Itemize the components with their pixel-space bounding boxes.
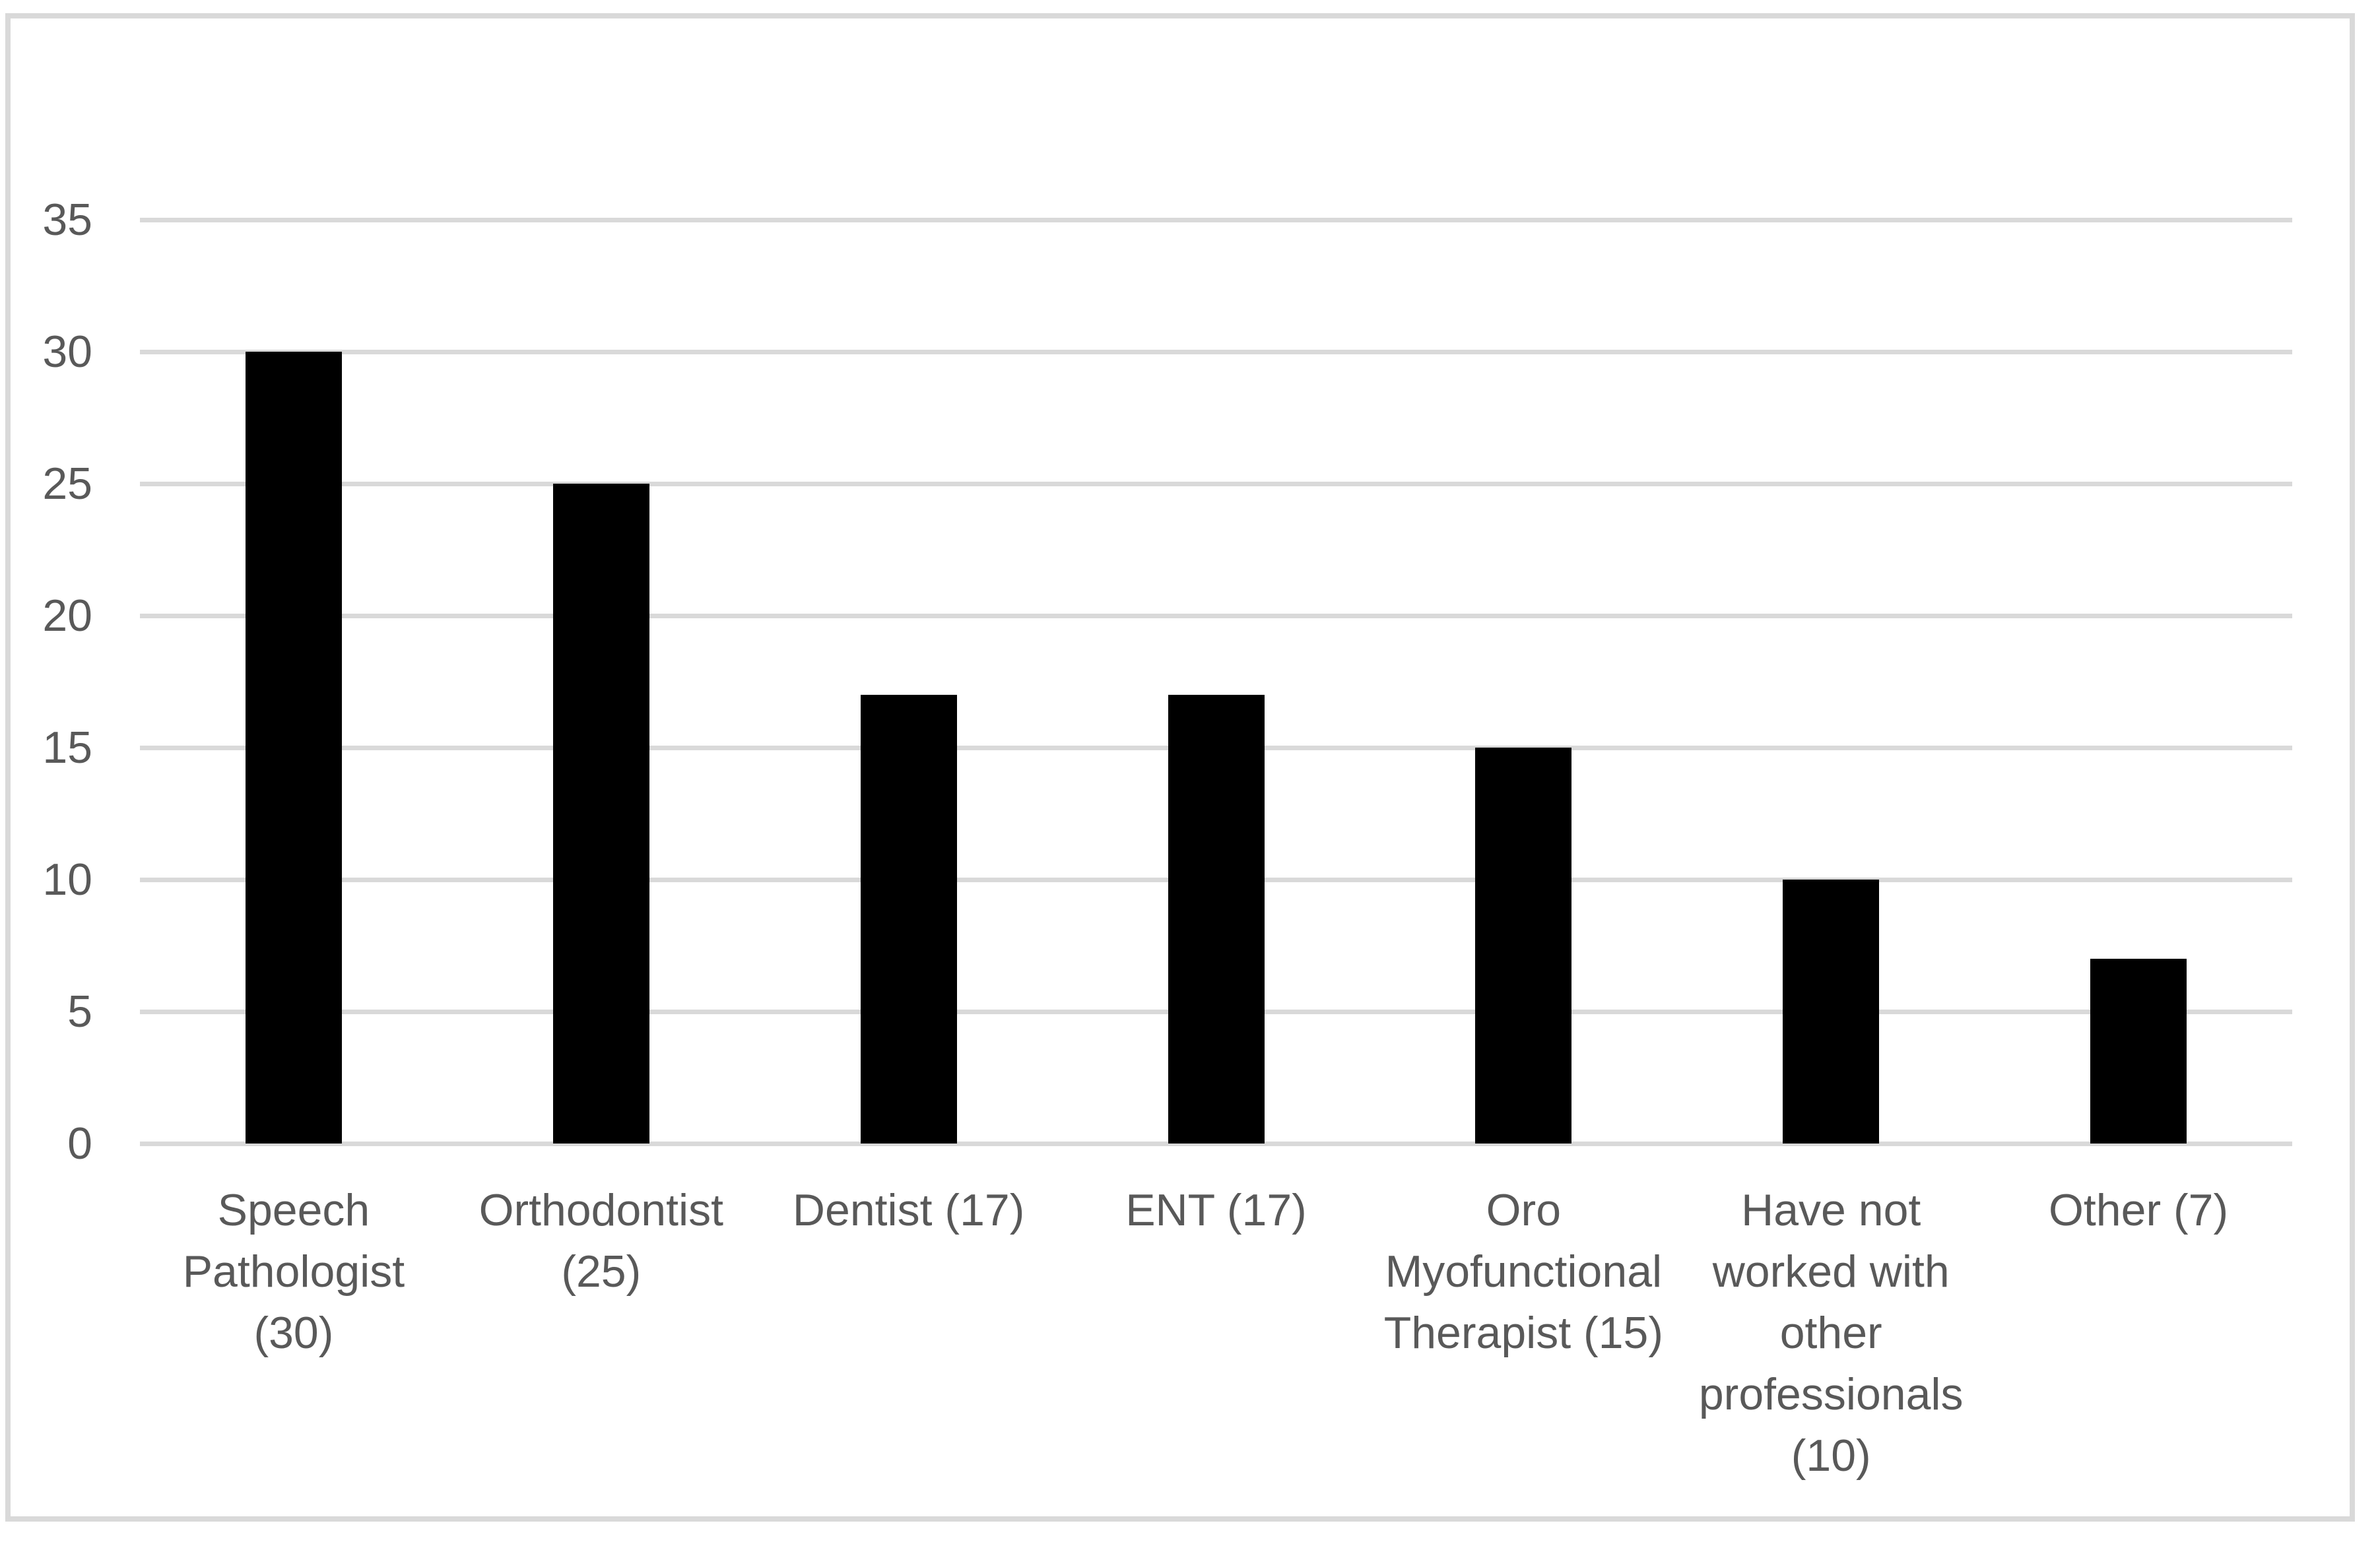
y-axis-tick-label: 35: [42, 195, 92, 245]
y-axis-tick-label: 0: [67, 1118, 92, 1169]
gridline: [140, 350, 2292, 354]
x-category-label: Oro Myofunctional Therapist (15): [1383, 1185, 1663, 1358]
x-category-label: Speech Pathologist (30): [182, 1185, 405, 1358]
x-category-label: Other (7): [2049, 1185, 2229, 1235]
y-axis-tick-label: 20: [42, 591, 92, 641]
gridline: [140, 1142, 2292, 1146]
x-category-label: ENT (17): [1125, 1185, 1307, 1235]
y-axis-tick-label: 15: [42, 723, 92, 773]
y-axis-tick-label: 30: [42, 327, 92, 377]
bar: [552, 484, 649, 1144]
bar: [860, 695, 957, 1144]
gridline: [140, 218, 2292, 222]
bar: [1475, 748, 1572, 1144]
gridline: [140, 614, 2292, 618]
x-category-label: Have not worked with other professionals…: [1698, 1185, 1964, 1481]
y-axis-tick-label: 5: [67, 986, 92, 1037]
bar: [1168, 695, 1265, 1144]
gridline: [140, 482, 2292, 486]
y-axis-tick-label: 25: [42, 459, 92, 509]
bar: [245, 352, 342, 1144]
chart-border-frame: [5, 13, 2355, 1522]
bar: [2090, 959, 2187, 1144]
x-category-label: Orthodontist (25): [479, 1185, 723, 1297]
y-axis-tick-label: 10: [42, 855, 92, 905]
bar: [1783, 880, 1880, 1144]
x-category-label: Dentist (17): [792, 1185, 1025, 1235]
